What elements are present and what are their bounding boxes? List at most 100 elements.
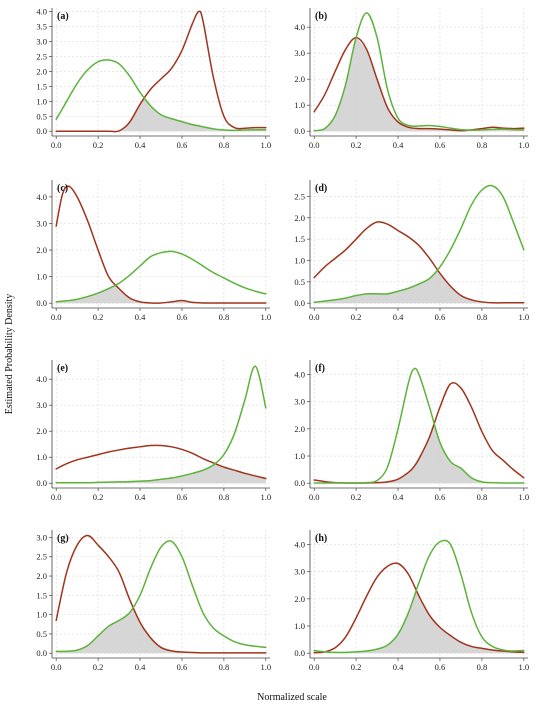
y-tick-label: 4.0 [294, 539, 305, 549]
x-tick-label: 0.0 [309, 492, 320, 502]
y-tick-label: 4.0 [36, 192, 47, 202]
y-tick-label: 3.0 [294, 397, 305, 407]
y-tick-label: 0.5 [294, 277, 305, 287]
panel-label: (h) [315, 533, 327, 544]
panel-label: (a) [57, 11, 69, 22]
green-density-curve [55, 59, 267, 132]
green-density-curve [55, 365, 267, 484]
y-tick-label: 4.0 [36, 7, 47, 17]
x-tick-label: 0.6 [435, 492, 446, 502]
y-tick-label: 2.0 [36, 571, 47, 581]
x-tick-label: 0.8 [219, 662, 230, 672]
x-tick-label: 0.2 [351, 492, 362, 502]
panel-c: 0.0 0.2 0.4 0.6 0.8 1.0 0.0 1.0 2.0 3.0 4.0 (c) [36, 180, 271, 322]
x-tick-label: 0.4 [135, 662, 146, 672]
y-tick-label: 2.5 [36, 51, 47, 61]
x-tick-label: 0.2 [93, 492, 104, 502]
x-tick-label: 0.6 [177, 662, 188, 672]
panel-label: (f) [315, 363, 325, 374]
y-axis-title: Estimated Probability Density [4, 294, 15, 415]
overlap-area [314, 269, 524, 304]
x-tick-label: 0.8 [477, 662, 488, 672]
red-density-curve [313, 562, 525, 654]
x-tick-label: 0.2 [93, 662, 104, 672]
x-tick-label: 0.4 [135, 492, 146, 502]
panel-a: 0.0 0.2 0.4 0.6 0.8 1.0 0.0 0.5 1.0 1.5 2.0 2.5 3.0 3… [36, 7, 271, 150]
y-tick-label: 0.0 [36, 648, 47, 658]
y-tick-label: 4.0 [294, 369, 305, 379]
y-tick-label: 3.5 [36, 22, 47, 32]
y-tick-label: 1.0 [36, 610, 47, 620]
x-tick-label: 0.6 [177, 492, 188, 502]
y-tick-label: 0.0 [294, 648, 305, 658]
x-tick-label: 0.6 [177, 312, 188, 322]
y-tick-label: 2.5 [294, 191, 305, 201]
x-tick-label: 0.0 [51, 140, 62, 150]
x-tick-label: 1.0 [260, 492, 271, 502]
panel-e: 0.0 0.2 0.4 0.6 0.8 1.0 0.0 1.0 2.0 3.0 4.0 (e) [36, 360, 271, 502]
y-tick-label: 1.0 [36, 272, 47, 282]
y-tick-label: 4.0 [294, 22, 305, 32]
panel-f: 0.0 0.2 0.4 0.6 0.8 1.0 0.0 1.0 2.0 3.0 4.0 (f) [294, 360, 529, 502]
x-tick-label: 0.8 [219, 140, 230, 150]
y-tick-label: 1.0 [36, 452, 47, 462]
y-tick-label: 3.0 [294, 567, 305, 577]
y-tick-label: 0.5 [36, 111, 47, 121]
x-tick-label: 0.2 [93, 312, 104, 322]
x-tick-label: 0.4 [393, 662, 404, 672]
overlap-area [56, 463, 266, 484]
x-tick-label: 0.2 [351, 312, 362, 322]
y-tick-label: 1.5 [36, 590, 47, 600]
panel-g: 0.0 0.2 0.4 0.6 0.8 1.0 0.0 0.5 1.0 1.5 2.0 2.5 3.0 (… [36, 530, 271, 672]
y-tick-label: 2.0 [294, 213, 305, 223]
x-tick-label: 1.0 [260, 662, 271, 672]
x-tick-label: 0.8 [219, 492, 230, 502]
overlap-area [314, 590, 524, 654]
y-tick-label: 2.0 [294, 594, 305, 604]
x-tick-label: 0.0 [51, 492, 62, 502]
x-tick-label: 0.0 [309, 662, 320, 672]
red-density-curve [55, 534, 267, 654]
y-tick-label: 1.0 [36, 96, 47, 106]
panel-label: (b) [315, 11, 327, 22]
y-tick-label: 0.0 [294, 298, 305, 308]
x-tick-label: 0.4 [393, 140, 404, 150]
green-density-curve [313, 12, 525, 132]
red-density-curve [55, 185, 267, 304]
x-tick-label: 0.8 [477, 312, 488, 322]
x-tick-label: 0.8 [477, 140, 488, 150]
panel-label: (e) [57, 363, 68, 374]
y-tick-label: 2.5 [36, 552, 47, 562]
x-tick-label: 0.4 [135, 312, 146, 322]
panel-label: (c) [57, 183, 68, 194]
red-density-curve [313, 221, 525, 304]
x-tick-label: 1.0 [260, 312, 271, 322]
panels: 0.0 0.2 0.4 0.6 0.8 1.0 0.0 0.5 1.0 1.5 2.0 2.5 3.0 3… [36, 7, 529, 672]
y-tick-label: 2.0 [36, 66, 47, 76]
x-tick-label: 1.0 [518, 662, 529, 672]
y-tick-label: 1.0 [294, 451, 305, 461]
x-tick-label: 0.0 [51, 312, 62, 322]
y-tick-label: 4.0 [36, 374, 47, 384]
panel-d: 0.0 0.2 0.4 0.6 0.8 1.0 0.0 0.5 1.0 1.5 2.0 2.5 (d) [294, 180, 529, 322]
y-tick-label: 0.0 [36, 126, 47, 136]
y-tick-label: 2.0 [294, 74, 305, 84]
overlap-area [314, 424, 524, 484]
x-tick-label: 1.0 [518, 312, 529, 322]
x-tick-label: 1.0 [518, 140, 529, 150]
overlap-area [56, 285, 266, 304]
x-tick-label: 0.2 [351, 140, 362, 150]
x-tick-label: 0.2 [93, 140, 104, 150]
x-axis-title: Normalized scale [257, 692, 327, 703]
x-tick-label: 0.0 [309, 140, 320, 150]
green-density-curve [313, 367, 525, 484]
y-tick-label: 0.0 [36, 478, 47, 488]
red-density-curve [55, 10, 267, 133]
y-tick-label: 1.0 [294, 255, 305, 265]
x-tick-label: 0.4 [393, 312, 404, 322]
y-tick-label: 0.0 [294, 478, 305, 488]
x-tick-label: 0.0 [309, 312, 320, 322]
panel-label: (g) [57, 533, 69, 544]
panel-label: (d) [315, 183, 327, 194]
